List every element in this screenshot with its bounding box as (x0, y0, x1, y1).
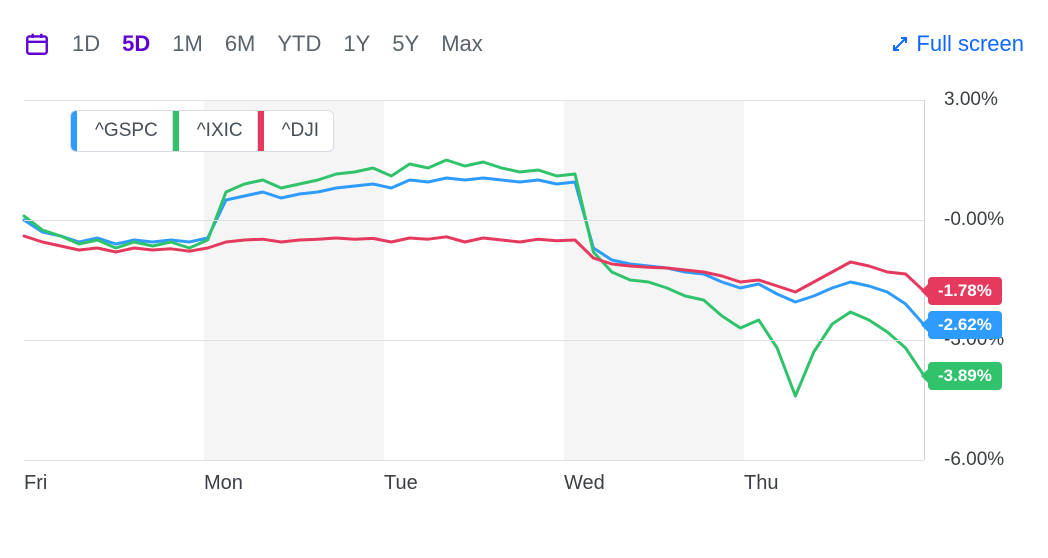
chart-lines (24, 100, 924, 460)
chart: ^GSPC^IXIC^DJI 3.00%-0.00%-3.00%-6.00% F… (24, 80, 1024, 520)
gridline-h (24, 220, 924, 221)
range-5d[interactable]: 5D (122, 31, 150, 57)
range-1d[interactable]: 1D (72, 31, 100, 57)
range-1m[interactable]: 1M (172, 31, 203, 57)
x-tick-label: Mon (204, 472, 243, 495)
range-1y[interactable]: 1Y (343, 31, 370, 57)
end-value-label: -2.62% (938, 315, 992, 335)
end-value-gspc: -2.62% (928, 311, 1002, 339)
legend-item-ixic[interactable]: ^IXIC (172, 111, 257, 151)
range-max[interactable]: Max (441, 31, 483, 57)
series-line-ixic (24, 160, 924, 396)
range-ytd[interactable]: YTD (277, 31, 321, 57)
series-line-gspc (24, 178, 924, 325)
y-tick-label: 3.00% (944, 89, 998, 111)
range-selector: 1D 5D 1M 6M YTD 1Y 5Y Max (24, 31, 483, 57)
y-axis-line (924, 100, 925, 460)
gridline-h (24, 100, 924, 101)
toolbar: 1D 5D 1M 6M YTD 1Y 5Y Max Full screen (24, 20, 1024, 68)
gridline-h (24, 340, 924, 341)
fullscreen-label: Full screen (916, 31, 1024, 57)
legend-label: ^GSPC (95, 120, 158, 142)
calendar-icon[interactable] (24, 31, 50, 57)
legend-label: ^DJI (282, 120, 319, 142)
legend-item-gspc[interactable]: ^GSPC (71, 111, 172, 151)
x-tick-label: Thu (744, 472, 778, 495)
range-5y[interactable]: 5Y (392, 31, 419, 57)
x-tick-label: Wed (564, 472, 605, 495)
legend-swatch (258, 111, 264, 152)
legend-label: ^IXIC (197, 120, 243, 142)
x-tick-label: Tue (384, 472, 418, 495)
legend-swatch (173, 111, 179, 152)
range-6m[interactable]: 6M (225, 31, 256, 57)
end-value-label: -1.78% (938, 281, 992, 301)
end-value-dji: -1.78% (928, 277, 1002, 305)
y-tick-label: -0.00% (944, 209, 1004, 231)
legend-swatch (71, 111, 77, 152)
x-tick-label: Fri (24, 472, 47, 495)
legend: ^GSPC ^IXIC ^DJI (70, 110, 334, 152)
end-value-label: -3.89% (938, 366, 992, 386)
y-tick-label: -6.00% (944, 449, 1004, 471)
legend-item-dji[interactable]: ^DJI (257, 111, 333, 151)
fullscreen-button[interactable]: Full screen (892, 31, 1024, 57)
end-value-ixic: -3.89% (928, 362, 1002, 390)
gridline-h (24, 460, 924, 461)
